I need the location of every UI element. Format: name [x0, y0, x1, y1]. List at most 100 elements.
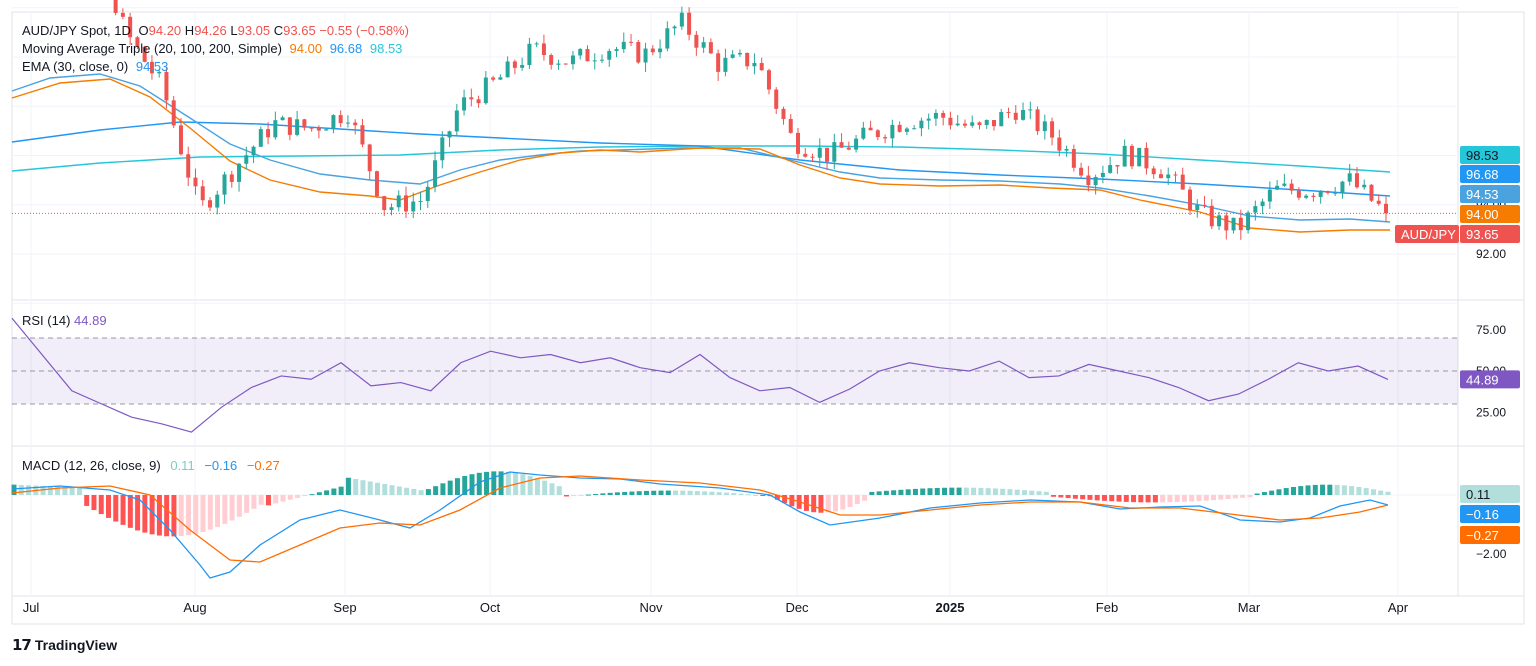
time-axis-label: Dec — [785, 600, 809, 615]
macd-histogram-bar — [382, 483, 388, 495]
macd-histogram-bar — [396, 486, 402, 495]
candle-body — [832, 142, 837, 162]
macd-histogram-bar — [1349, 486, 1355, 495]
macd-histogram-bar — [731, 493, 737, 495]
macd-histogram-bar — [571, 495, 577, 496]
candle — [1028, 101, 1033, 120]
candle-body — [280, 117, 285, 121]
macd-label[interactable]: MACD (12, 26, close, 9) — [22, 458, 161, 473]
candle-body — [1362, 184, 1367, 188]
macd-histogram-bar — [1058, 495, 1064, 498]
candle — [454, 104, 459, 136]
candle-body — [1311, 195, 1316, 197]
macd-histogram-bar — [643, 490, 649, 495]
rsi-axis-label: 25.00 — [1476, 405, 1506, 419]
macd-histogram-bar — [76, 487, 82, 495]
candle-body — [1093, 177, 1098, 186]
candle-body — [178, 125, 183, 155]
macd-histogram-bar — [1014, 489, 1020, 495]
macd-badge-bg — [1460, 505, 1520, 523]
candle-body — [338, 115, 343, 124]
macd-hist-value: 0.11 — [170, 458, 195, 473]
rsi-legend: RSI (14) 44.89 — [22, 313, 107, 328]
candle — [1093, 174, 1098, 195]
ma100-badge-bg — [1460, 165, 1520, 183]
candle-body — [316, 128, 321, 131]
macd-histogram-bar — [680, 490, 686, 495]
tradingview-logo-icon: 𝟭𝟳 — [12, 637, 32, 654]
macd-histogram-bar — [1080, 495, 1086, 500]
candle-body — [164, 71, 169, 101]
candle-body — [1100, 172, 1105, 178]
candle-body — [926, 118, 931, 121]
candle — [745, 52, 750, 70]
symbol-label[interactable]: AUD/JPY Spot, 1D — [22, 23, 131, 38]
time-axis-label: Nov — [639, 600, 663, 615]
candle-body — [1340, 181, 1345, 193]
candle-body — [701, 42, 706, 48]
candle-body — [875, 130, 880, 138]
macd-histogram-bar — [273, 495, 279, 504]
candle — [948, 111, 953, 130]
candle — [1369, 184, 1374, 202]
candle-body — [1238, 217, 1243, 231]
ema-value: 94.53 — [135, 59, 169, 74]
candle — [512, 59, 517, 75]
candle-body — [193, 177, 198, 187]
candle-body — [382, 196, 387, 211]
candle-body — [672, 26, 677, 29]
candle — [1325, 190, 1330, 195]
candle-body — [1115, 165, 1120, 167]
candle — [817, 138, 822, 167]
macd-histogram-bar — [1305, 485, 1311, 495]
candle — [483, 71, 488, 105]
macd-histogram-bar — [1152, 495, 1158, 503]
candle-body — [1231, 217, 1236, 231]
footer-brand[interactable]: 𝟭𝟳 TradingView — [12, 636, 117, 654]
macd-histogram-bar — [542, 480, 548, 495]
candle-body — [759, 63, 764, 71]
macd-histogram-bar — [738, 493, 744, 495]
candle-body — [737, 52, 742, 55]
candle — [1158, 169, 1163, 179]
macd-hist-badge-bg — [1460, 485, 1520, 503]
candle — [193, 168, 198, 195]
macd-signal-value: −0.27 — [246, 458, 280, 473]
candle-body — [469, 97, 474, 100]
candle — [556, 59, 561, 70]
candle — [955, 115, 960, 127]
time-axis-label: Oct — [480, 600, 501, 615]
candle-body — [716, 53, 721, 72]
candle — [701, 36, 706, 53]
macd-histogram-bar — [84, 495, 90, 506]
ema-badge: 94.53 — [1460, 185, 1520, 203]
candle-body — [1282, 183, 1287, 186]
macd-histogram-bar — [411, 488, 417, 495]
candle-body — [389, 207, 394, 211]
macd-histogram-bar — [440, 483, 446, 495]
macd-histogram-bar — [1029, 490, 1035, 495]
candle — [687, 7, 692, 41]
candle-body — [549, 55, 554, 65]
macd-histogram-bar — [353, 478, 359, 495]
ma-label[interactable]: Moving Average Triple (20, 100, 200, Sim… — [22, 41, 282, 56]
candle-body — [142, 46, 147, 62]
candle-body — [273, 120, 278, 138]
candle — [977, 121, 982, 130]
candle — [1347, 163, 1352, 186]
candle — [440, 131, 445, 169]
ema-label[interactable]: EMA (30, close, 0) — [22, 59, 129, 74]
candle — [658, 39, 663, 59]
candle — [752, 53, 757, 75]
macd-histogram-bar — [498, 471, 504, 495]
rsi-label[interactable]: RSI (14) — [22, 313, 71, 328]
macd-histogram-bar — [374, 482, 380, 495]
macd-histogram-bar — [142, 495, 148, 533]
candle — [854, 134, 859, 153]
macd-histogram-bar — [1189, 495, 1195, 502]
candle-body — [658, 48, 663, 53]
macd-histogram-bar — [811, 495, 817, 513]
candle — [135, 35, 140, 49]
candle-body — [781, 108, 786, 119]
